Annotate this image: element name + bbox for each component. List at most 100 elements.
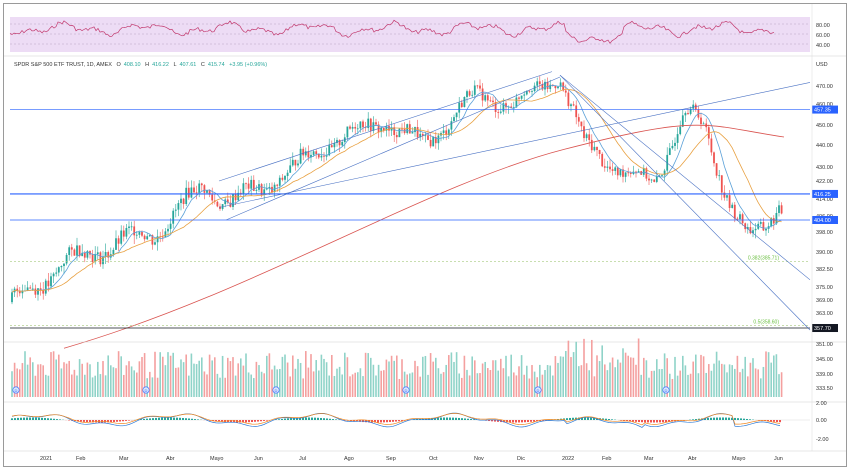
macd-histogram-bar (542, 420, 544, 421)
candle-body (653, 179, 656, 182)
candle-body (549, 84, 552, 90)
candle-body (689, 108, 692, 114)
candle-body (658, 175, 661, 177)
macd-tick-label: -2.00 (816, 437, 829, 443)
macd-histogram-bar (734, 417, 736, 420)
candle-body (336, 139, 338, 143)
candle-body (455, 112, 458, 118)
volume-bar (609, 362, 611, 397)
candle-body (86, 251, 89, 258)
macd-histogram-bar (260, 420, 262, 422)
candle-body (502, 103, 505, 112)
macd-histogram-bar (767, 420, 769, 422)
volume-bar (593, 376, 596, 397)
tradingview-chart-frame[interactable]: 80.00 60.00 40.00 USD 470.00 460.00 450.00 440.… (3, 3, 847, 467)
macd-histogram-bar (173, 417, 175, 420)
volume-bar (336, 368, 338, 397)
candle-body (190, 187, 193, 198)
dividend-marker-icon (12, 386, 20, 394)
macd-histogram-bar (461, 418, 463, 420)
macd-histogram-bar (707, 417, 709, 420)
macd-histogram-bar (44, 418, 46, 420)
macd-histogram-bar (779, 420, 781, 423)
volume-bar (549, 365, 551, 397)
candle-body (772, 218, 775, 224)
macd-histogram-bar (719, 417, 721, 420)
rsi-band (10, 17, 810, 52)
chart-canvas[interactable]: 80.00 60.00 40.00 USD 470.00 460.00 450.00 440.… (4, 4, 846, 466)
volume-bar (484, 361, 486, 397)
macd-histogram-bar (86, 420, 88, 423)
volume-bar (310, 354, 312, 397)
candle-body (510, 106, 513, 109)
x-tick-label: Mar (119, 456, 129, 462)
macd-histogram-bar (386, 420, 388, 423)
volume-bar (94, 375, 96, 397)
candle-body (702, 123, 705, 125)
candle-body (182, 198, 185, 205)
candle-body (367, 118, 370, 129)
x-tick-label: Jun (774, 456, 783, 462)
volume-bar (50, 352, 52, 397)
volume-bar (115, 368, 117, 397)
volume-bar (492, 360, 494, 397)
volume-bar (520, 355, 523, 397)
volume-bar (190, 353, 193, 397)
macd-histogram-bar (239, 420, 241, 423)
macd-histogram-bar (14, 418, 16, 420)
volume-bar (721, 363, 723, 397)
macd-histogram-bar (242, 420, 244, 423)
candle-body (700, 117, 702, 125)
volume-bar (331, 355, 333, 397)
candle-body (692, 104, 695, 109)
candle-body (65, 254, 68, 264)
macd-histogram-bar (458, 417, 460, 420)
volume-bar (13, 362, 16, 397)
volume-bar (123, 374, 125, 397)
candle-body (39, 288, 42, 290)
candle-body (453, 117, 455, 122)
macd-histogram-bar (743, 418, 745, 420)
macd-histogram-bar (125, 420, 127, 421)
volume-bar (731, 365, 733, 397)
dividend-marker-icon (662, 386, 670, 394)
candle-body (580, 121, 583, 127)
macd-histogram-bar (638, 420, 640, 423)
candle-body (679, 126, 682, 135)
volume-bar (554, 356, 557, 397)
x-tick-label: Oct (429, 456, 438, 462)
candle-body (557, 86, 559, 89)
candle-body (674, 142, 676, 146)
macd-histogram-bar (383, 420, 385, 423)
candle-body (518, 97, 520, 99)
macd-histogram-bar (302, 417, 304, 420)
candle-body (432, 137, 435, 147)
volume-bar (312, 371, 315, 397)
macd-histogram-bar (440, 417, 442, 420)
volume-bar (367, 353, 369, 397)
candle-body (44, 280, 47, 294)
macd-histogram-bar (572, 417, 574, 420)
x-tick-label: Jul (299, 456, 306, 462)
volume-bar (674, 356, 676, 397)
candle-body (775, 212, 778, 224)
volume-bar (39, 364, 42, 397)
candle-body (60, 266, 63, 268)
macd-histogram-bar (26, 417, 28, 420)
volume-bar (429, 353, 432, 397)
candle-body (466, 91, 468, 97)
volume-bar (710, 370, 713, 397)
volume-bar (604, 364, 606, 397)
candle-body (239, 192, 242, 194)
volume-bar (466, 369, 468, 397)
candle-body (78, 245, 81, 257)
candle-body (681, 115, 684, 127)
candle-body (81, 252, 84, 257)
volume-bar (234, 375, 237, 397)
macd-histogram-bar (518, 420, 520, 423)
volume-bar (718, 360, 720, 397)
candle-body (663, 170, 666, 176)
volume-bar (770, 362, 772, 397)
candle-body (671, 145, 674, 149)
volume-bar (128, 361, 130, 397)
